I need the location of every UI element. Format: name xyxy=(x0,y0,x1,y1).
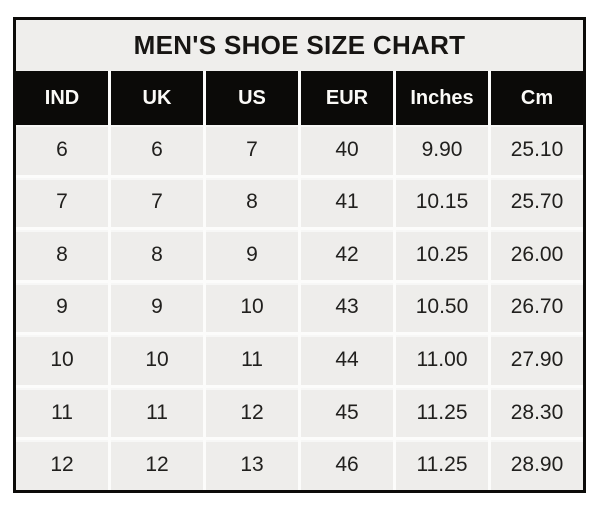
table-cell: 12 xyxy=(16,440,108,490)
table-cell: 9 xyxy=(111,282,203,333)
table-cell: 40 xyxy=(301,125,393,175)
table-cell: 10.50 xyxy=(396,282,488,333)
column-header-us: US xyxy=(206,71,298,125)
column-header-inches: Inches xyxy=(396,71,488,125)
table-cell: 25.70 xyxy=(491,177,583,228)
table-cell: 11.25 xyxy=(396,387,488,438)
table-cell: 10 xyxy=(111,335,203,385)
column-header-eur: EUR xyxy=(301,71,393,125)
table-cell: 8 xyxy=(111,230,203,280)
table-cell: 9.90 xyxy=(396,125,488,175)
table-cell: 28.90 xyxy=(491,440,583,490)
table-cell: 27.90 xyxy=(491,335,583,385)
table-cell: 10 xyxy=(16,335,108,385)
table-cell: 8 xyxy=(16,230,108,280)
table-cell: 42 xyxy=(301,230,393,280)
column-header-cm: Cm xyxy=(491,71,583,125)
table-cell: 10.15 xyxy=(396,177,488,228)
table-cell: 25.10 xyxy=(491,125,583,175)
column-header-uk: UK xyxy=(111,71,203,125)
table-cell: 12 xyxy=(206,387,298,438)
table-cell: 46 xyxy=(301,440,393,490)
column-header-ind: IND xyxy=(16,71,108,125)
table-cell: 7 xyxy=(111,177,203,228)
table-cell: 10 xyxy=(206,282,298,333)
table-cell: 7 xyxy=(206,125,298,175)
table-cell: 6 xyxy=(111,125,203,175)
chart-title: MEN'S SHOE SIZE CHART xyxy=(16,20,583,71)
table-cell: 11.25 xyxy=(396,440,488,490)
table-cell: 12 xyxy=(111,440,203,490)
table-cell: 28.30 xyxy=(491,387,583,438)
table-cell: 11 xyxy=(111,387,203,438)
table-cell: 10.25 xyxy=(396,230,488,280)
table-cell: 45 xyxy=(301,387,393,438)
table-cell: 8 xyxy=(206,177,298,228)
table-cell: 43 xyxy=(301,282,393,333)
table-cell: 13 xyxy=(206,440,298,490)
table-body: 6 6 7 40 9.90 25.10 7 7 8 41 10.15 25.70 8 8 9 42 10.25 2… xyxy=(16,125,583,490)
table-cell: 11 xyxy=(206,335,298,385)
shoe-size-chart: MEN'S SHOE SIZE CHART IND UK US EUR Inches Cm… xyxy=(13,17,586,493)
table-cell: 7 xyxy=(16,177,108,228)
table-cell: 6 xyxy=(16,125,108,175)
table-header-row: IND UK US EUR Inches Cm xyxy=(16,71,583,125)
table-cell: 9 xyxy=(16,282,108,333)
table-cell: 9 xyxy=(206,230,298,280)
table-cell: 26.00 xyxy=(491,230,583,280)
table-cell: 11.00 xyxy=(396,335,488,385)
table-cell: 44 xyxy=(301,335,393,385)
table-cell: 41 xyxy=(301,177,393,228)
table-cell: 26.70 xyxy=(491,282,583,333)
table-cell: 11 xyxy=(16,387,108,438)
